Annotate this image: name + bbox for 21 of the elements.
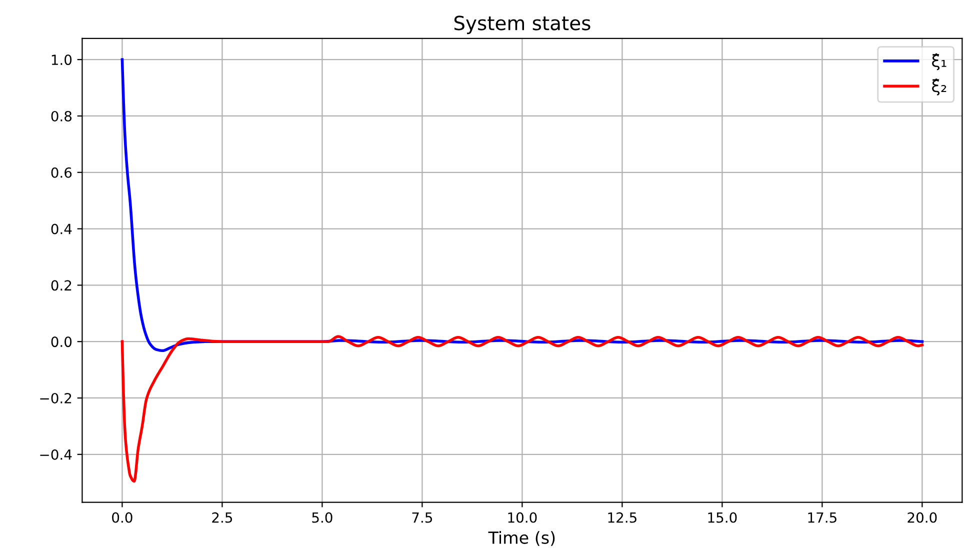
legend-label: ξ̂₂ (932, 78, 946, 96)
x-tick-label: 2.5 (212, 512, 232, 523)
y-tick-label: 0.6 (51, 167, 72, 178)
y-tick-label: 0.2 (51, 280, 72, 291)
x-tick-label: 10.0 (508, 512, 537, 523)
x-tick-label: 0.0 (112, 512, 132, 523)
y-tick-label: 0.4 (51, 224, 72, 234)
x-axis-title: Time (s) (488, 531, 555, 546)
x-tick-label: 7.5 (412, 512, 432, 523)
y-tick-label: 0.0 (51, 336, 72, 348)
y-tick-label: 0.8 (51, 110, 72, 122)
x-tick-label: 17.5 (808, 512, 836, 523)
x-tick-label: 15.0 (708, 512, 737, 523)
y-tick-label: −0.4 (40, 449, 72, 460)
x-tick-label: 5.0 (312, 512, 332, 523)
legend-label: ξ̂₁ (932, 53, 946, 70)
x-tick-label: 12.5 (608, 512, 636, 523)
chart-title: System states (454, 16, 590, 34)
y-tick-label: 1.0 (52, 54, 72, 66)
y-tick-label: −0.2 (40, 392, 72, 404)
x-tick-label: 20.0 (908, 512, 937, 523)
